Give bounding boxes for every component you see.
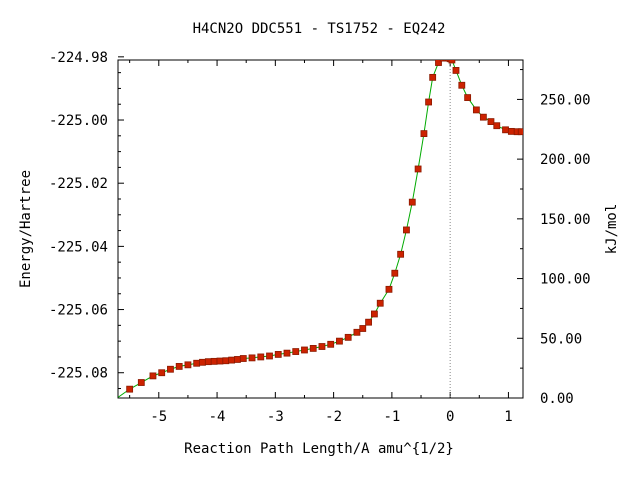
data-point <box>493 122 501 130</box>
data-point <box>199 358 206 366</box>
data-point <box>370 310 378 318</box>
data-point <box>292 348 300 355</box>
data-point <box>452 67 460 74</box>
y-tick-label: -224.98 <box>49 50 108 66</box>
data-point <box>239 355 247 362</box>
data-point <box>376 299 384 307</box>
data-point <box>158 369 166 377</box>
y-axis-label: Energy/Hartree <box>18 170 34 288</box>
data-point <box>385 285 393 293</box>
data-point <box>425 98 433 106</box>
x-axis-label: Reaction Path Length/A amu^{1/2} <box>184 441 454 457</box>
data-point <box>266 352 273 360</box>
y-tick-label: -225.06 <box>49 303 108 319</box>
data-point <box>353 328 361 336</box>
y2-tick-label: 200.00 <box>540 152 591 168</box>
series-group <box>118 60 523 398</box>
data-point <box>283 349 291 357</box>
data-point <box>507 127 515 135</box>
data-point <box>359 325 367 332</box>
data-point <box>502 126 509 134</box>
data-point <box>204 358 212 366</box>
data-point <box>472 106 480 114</box>
data-point <box>318 343 326 350</box>
data-point <box>479 113 487 121</box>
data-point <box>234 356 241 363</box>
data-point <box>408 198 416 206</box>
data-point <box>175 363 183 370</box>
data-point <box>126 385 134 393</box>
data-point <box>248 354 256 362</box>
x-tick-label: -2 <box>325 409 342 425</box>
y2-tick-label: 0.00 <box>540 391 574 407</box>
x-tick-label: 0 <box>446 409 454 425</box>
x-tick-label: -5 <box>150 409 167 425</box>
x-tick-label: -4 <box>209 409 226 425</box>
data-point <box>327 340 335 348</box>
y2-tick-label: 100.00 <box>540 272 591 288</box>
y-tick-label: -225.00 <box>49 113 108 129</box>
data-point <box>414 165 422 173</box>
data-point <box>216 357 224 365</box>
data-point <box>149 372 157 380</box>
data-point <box>301 346 308 354</box>
data-point <box>448 60 456 64</box>
data-point <box>309 345 317 352</box>
data-point <box>193 359 201 367</box>
data-point <box>336 337 343 345</box>
data-point <box>487 118 495 125</box>
data-point <box>210 357 218 365</box>
data-point <box>429 73 437 81</box>
data-point <box>397 250 405 258</box>
y2-tick-label: 150.00 <box>540 212 591 228</box>
plot-frame <box>117 59 524 399</box>
series-layer <box>118 60 523 398</box>
y-tick-label: -225.02 <box>49 176 108 192</box>
data-point <box>222 357 230 365</box>
data-point <box>420 130 428 138</box>
x-tick-label: -1 <box>383 409 400 425</box>
y-tick-label: -225.08 <box>49 366 108 382</box>
chart-title: H4CN2O DDC551 - TS1752 - EQ242 <box>193 21 446 37</box>
data-point <box>458 81 466 89</box>
right-y-axis-label: kJ/mol <box>604 204 620 255</box>
x-tick-label: -3 <box>267 409 284 425</box>
y-tick-label: -225.04 <box>49 239 108 255</box>
x-tick-label: 1 <box>504 409 512 425</box>
data-point <box>464 94 472 101</box>
axes-layer: -5 -4 -3 -2 -1 0 1 -224.98 -225.00 -225.02 -225.04… <box>49 50 591 425</box>
data-point <box>517 128 523 136</box>
data-point <box>137 379 145 386</box>
y2-tick-label: 250.00 <box>540 92 591 108</box>
data-point <box>435 60 442 66</box>
data-point <box>391 269 399 277</box>
data-point <box>228 356 236 364</box>
data-point <box>365 318 372 326</box>
y2-tick-label: 50.00 <box>540 331 582 347</box>
data-point <box>344 333 352 341</box>
data-point <box>403 226 410 234</box>
data-point <box>167 365 174 373</box>
data-point <box>274 351 282 358</box>
data-point <box>184 361 192 369</box>
data-point <box>257 353 265 361</box>
